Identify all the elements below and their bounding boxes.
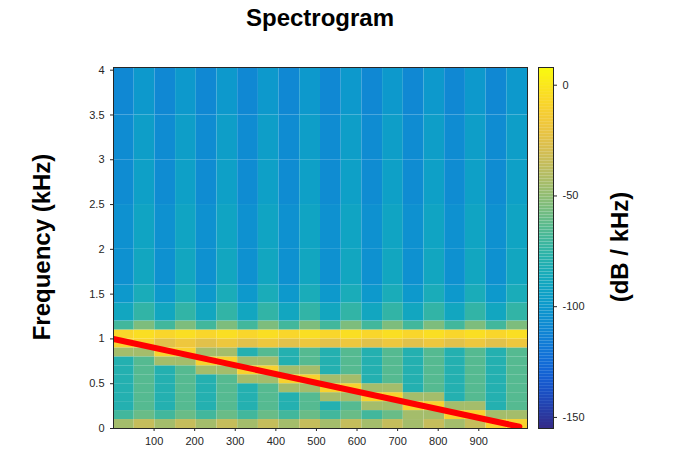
svg-text:0: 0 — [98, 422, 104, 434]
svg-text:500: 500 — [307, 435, 325, 447]
svg-text:400: 400 — [267, 435, 285, 447]
svg-text:2: 2 — [98, 243, 104, 255]
svg-text:800: 800 — [429, 435, 447, 447]
html-text:Spectrogram: Spectrogram — [246, 4, 394, 31]
svg-text:1.5: 1.5 — [89, 288, 104, 300]
svg-text:600: 600 — [348, 435, 366, 447]
svg-text:-150: -150 — [563, 411, 585, 423]
svg-text:3.5: 3.5 — [89, 108, 104, 120]
svg-text:3: 3 — [98, 153, 104, 165]
svg-text:0: 0 — [563, 79, 569, 91]
svg-text:100: 100 — [145, 435, 163, 447]
svg-text:1: 1 — [98, 332, 104, 344]
svg-text:0.5: 0.5 — [89, 377, 104, 389]
html-text:Frequency (kHz): Frequency (kHz) — [28, 153, 55, 341]
svg-text:700: 700 — [388, 435, 406, 447]
html-text:(dB / kHz): (dB / kHz) — [606, 191, 633, 303]
svg-text:-100: -100 — [563, 300, 585, 312]
svg-text:200: 200 — [185, 435, 203, 447]
svg-text:4: 4 — [98, 64, 104, 76]
svg-text:2.5: 2.5 — [89, 198, 104, 210]
svg-text:-50: -50 — [563, 189, 579, 201]
svg-text:900: 900 — [470, 435, 488, 447]
svg-text:300: 300 — [226, 435, 244, 447]
